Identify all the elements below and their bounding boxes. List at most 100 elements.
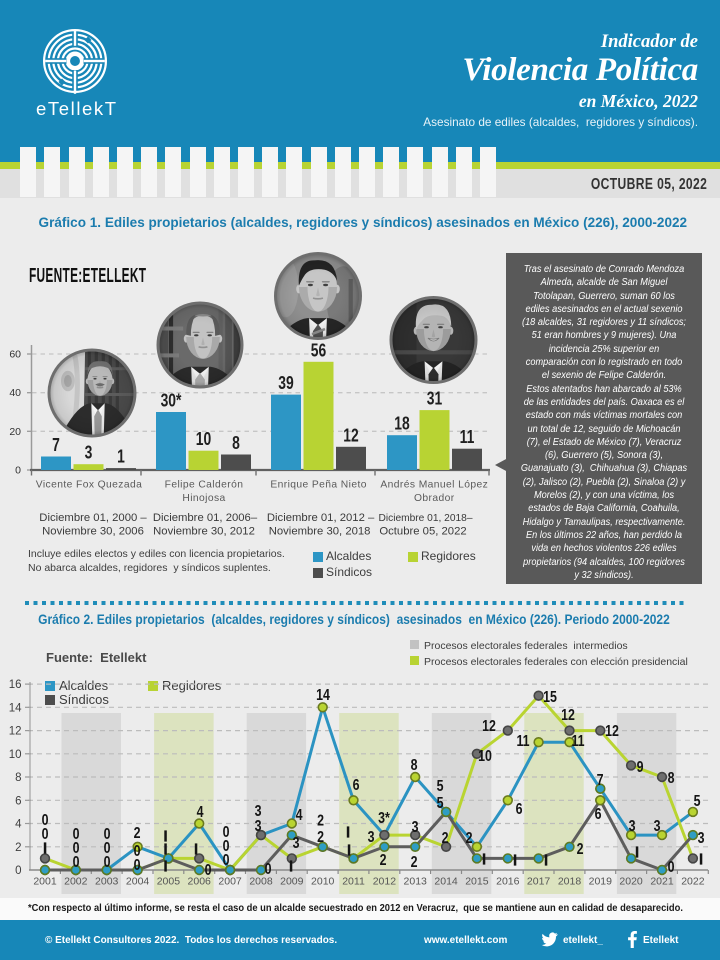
svg-text:3: 3 [654,817,661,835]
svg-text:0: 0 [134,856,141,874]
svg-text:39: 39 [278,373,293,393]
svg-text:10: 10 [9,749,22,761]
svg-text:1: 1 [117,447,125,467]
svg-text:0: 0 [223,851,230,869]
svg-text:11: 11 [460,427,475,447]
svg-text:2018: 2018 [558,876,582,888]
svg-text:5: 5 [437,794,444,812]
svg-text:2021: 2021 [650,876,674,888]
svg-text:2: 2 [380,851,387,869]
svg-text:2: 2 [466,829,473,847]
svg-text:0: 0 [104,825,111,843]
svg-text:2011: 2011 [342,876,365,888]
svg-text:0: 0 [223,823,230,841]
svg-text:3: 3 [293,834,300,852]
svg-text:40: 40 [9,387,21,399]
svg-text:14: 14 [316,686,330,704]
svg-text:0: 0 [668,858,675,876]
svg-text:2015: 2015 [465,876,489,888]
svg-text:20: 20 [9,426,21,438]
svg-text:3: 3 [629,817,636,835]
svg-text:2: 2 [317,828,324,846]
svg-text:2019: 2019 [589,876,613,888]
svg-text:0: 0 [73,839,80,857]
svg-text:Obrador: Obrador [414,493,455,504]
svg-text:0: 0 [73,853,80,871]
svg-text:4: 4 [15,819,22,831]
svg-text:2: 2 [15,842,21,854]
svg-text:3: 3 [368,828,375,846]
svg-text:3: 3 [255,802,262,820]
svg-text:Felipe Calderón: Felipe Calderón [165,480,244,491]
svg-text:31: 31 [427,389,442,409]
svg-text:14: 14 [9,702,22,714]
svg-text:16: 16 [9,679,22,691]
svg-text:Vicente Fox Quezada: Vicente Fox Quezada [36,480,142,491]
svg-text:2004: 2004 [126,876,150,888]
svg-text:12: 12 [561,706,575,724]
svg-text:2: 2 [317,811,324,829]
svg-text:8: 8 [232,433,240,453]
svg-text:56: 56 [311,340,326,360]
svg-text:Noviembre 30, 2012: Noviembre 30, 2012 [153,526,255,538]
svg-text:0: 0 [205,861,212,879]
svg-text:0: 0 [265,860,272,878]
svg-text:6: 6 [595,805,602,823]
svg-text:3*: 3* [378,809,390,827]
svg-text:2022: 2022 [681,876,705,888]
svg-text:30*: 30* [161,391,182,411]
svg-text:0: 0 [42,825,49,843]
svg-text:2002: 2002 [64,876,88,888]
svg-text:Hinojosa: Hinojosa [182,493,225,504]
svg-text:2: 2 [411,853,418,871]
svg-text:4: 4 [197,803,204,821]
svg-text:8: 8 [411,756,418,774]
svg-text:7: 7 [52,435,60,455]
svg-text:Diciembre 01, 2000 –: Diciembre 01, 2000 – [39,512,147,524]
svg-text:8: 8 [668,769,675,787]
svg-text:2003: 2003 [95,876,119,888]
svg-text:0: 0 [42,811,49,829]
svg-text:2: 2 [577,840,584,858]
svg-text:2017: 2017 [527,876,551,888]
svg-text:Diciembre 01, 2018–: Diciembre 01, 2018– [378,513,472,524]
svg-text:0: 0 [104,839,111,857]
svg-text:0: 0 [104,853,111,871]
svg-text:2008: 2008 [249,876,273,888]
svg-text:Noviembre 30, 2006: Noviembre 30, 2006 [42,526,144,538]
svg-text:12: 12 [9,726,22,738]
svg-text:60: 60 [9,349,21,361]
svg-text:2010: 2010 [311,876,335,888]
svg-text:2001: 2001 [33,876,57,888]
svg-text:8: 8 [15,772,21,784]
svg-text:Diciembre 01, 2012 –: Diciembre 01, 2012 – [267,512,375,524]
svg-text:11: 11 [516,732,529,750]
svg-text:2005: 2005 [157,876,181,888]
svg-text:15: 15 [543,688,557,706]
svg-text:3: 3 [255,817,262,835]
svg-text:12: 12 [343,425,358,445]
svg-text:2: 2 [442,829,449,847]
svg-text:Octubre 05, 2022: Octubre 05, 2022 [379,526,466,538]
svg-text:2020: 2020 [619,876,643,888]
svg-text:2009: 2009 [280,876,304,888]
svg-text:0: 0 [223,837,230,855]
svg-text:2013: 2013 [404,876,428,888]
svg-text:2016: 2016 [496,876,520,888]
svg-text:0: 0 [15,865,21,877]
svg-text:6: 6 [353,776,360,794]
svg-text:Noviembre 30, 2018: Noviembre 30, 2018 [269,526,371,538]
svg-text:2: 2 [134,824,141,842]
svg-text:3: 3 [85,443,93,463]
svg-text:Diciembre 01, 2006–: Diciembre 01, 2006– [153,512,258,524]
svg-text:2006: 2006 [188,876,212,888]
svg-text:2012: 2012 [373,876,397,888]
svg-text:0: 0 [73,825,80,843]
svg-text:12: 12 [605,722,619,740]
svg-text:7: 7 [597,771,604,789]
svg-text:9: 9 [637,758,644,776]
svg-text:5: 5 [437,777,444,795]
svg-text:2014: 2014 [434,876,458,888]
svg-text:3: 3 [412,818,419,836]
svg-text:Andrés Manuel López: Andrés Manuel López [380,480,488,491]
